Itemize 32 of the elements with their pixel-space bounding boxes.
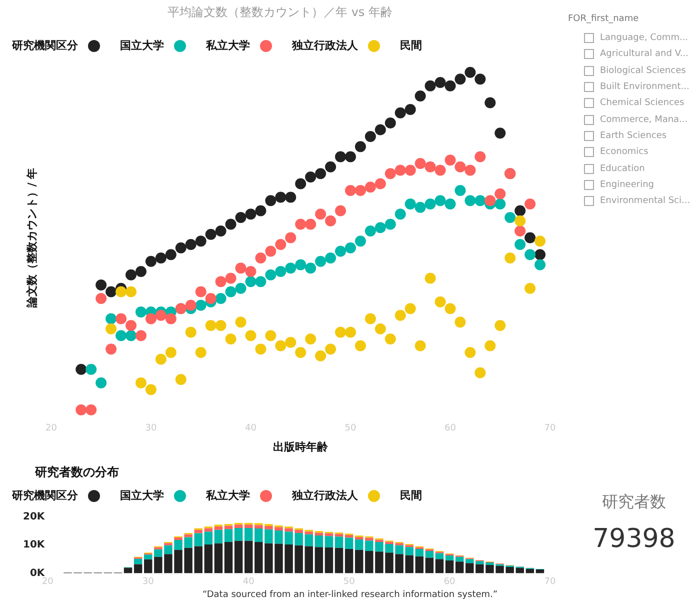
text: FOR_first_name <box>568 14 639 24</box>
text: Language, Comm... <box>600 33 688 44</box>
text: Earth Sciences <box>600 130 667 141</box>
legend-label: 国立大学 <box>120 488 164 503</box>
legend-label: 私立大学 <box>206 38 250 53</box>
y-axis-title: 論文数（整数カウント）/ 年 <box>25 168 38 309</box>
text: Engineering <box>600 180 654 190</box>
legend-label: 国立大学 <box>120 38 164 53</box>
legend-label: 独立行政法人 <box>292 38 358 53</box>
text: Commerce, Mana... <box>600 114 688 125</box>
y-tick-label: 0K <box>30 568 46 579</box>
text: 79398 <box>592 524 676 554</box>
legend-label: 私立大学 <box>206 488 250 503</box>
text: Built Environment... <box>600 82 690 92</box>
text: Education <box>600 164 645 174</box>
text: “Data sourced from an inter-linked research information system.” <box>201 590 499 600</box>
legend-label: 民間 <box>400 488 422 503</box>
chart-title: 平均論文数（整数カウント）／年 vs 年齢 <box>166 4 394 21</box>
legend-title: 研究機関区分 <box>12 488 78 503</box>
x-axis-title: 出版時年齢 <box>273 440 330 454</box>
text: Economics <box>600 147 648 158</box>
legend-label: 民間 <box>400 38 422 53</box>
chart-title: 研究者数の分布 <box>35 464 119 481</box>
text: 研究者数 <box>601 492 667 513</box>
text: Environmental Sci... <box>600 196 690 206</box>
text: Biological Sciences <box>600 66 686 76</box>
legend-label: 独立行政法人 <box>292 488 358 503</box>
text: Chemical Sciences <box>600 98 684 108</box>
y-tick-label: 10K <box>22 540 46 551</box>
y-tick-label: 20K <box>22 512 46 523</box>
legend-title: 研究機関区分 <box>12 38 78 53</box>
text: Agricultural and V... <box>600 49 688 60</box>
